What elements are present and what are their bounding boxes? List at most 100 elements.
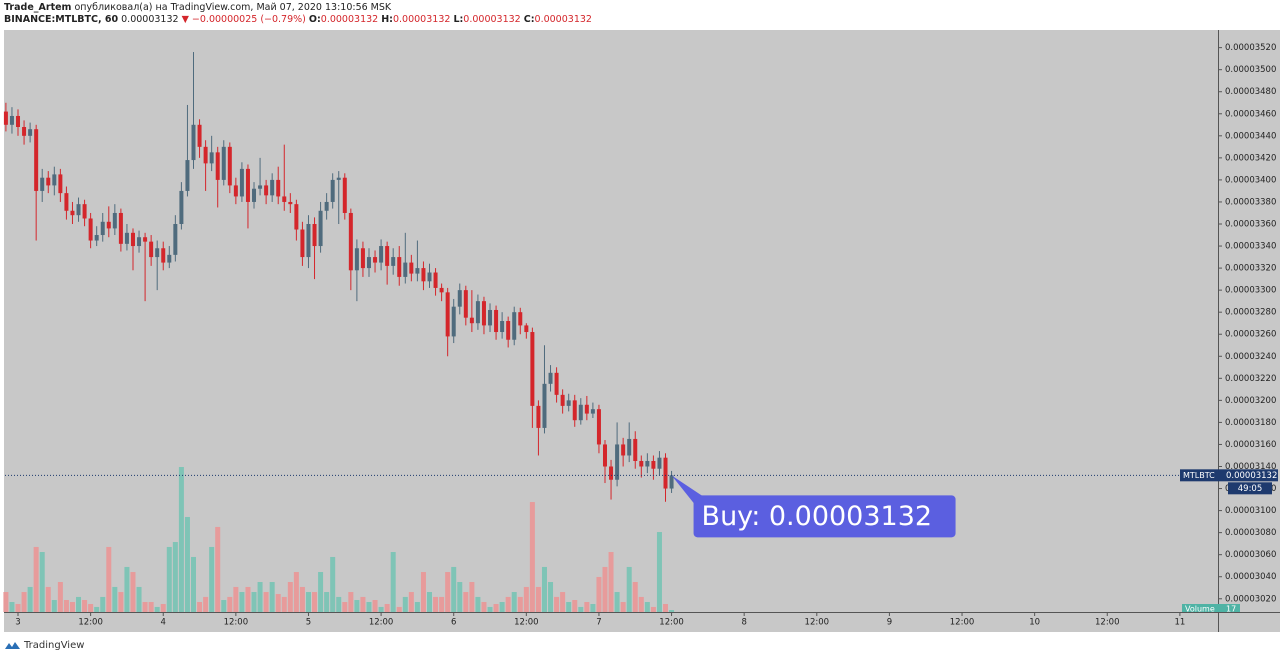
candle-body [645, 460, 650, 467]
candle-body [191, 124, 196, 161]
volume-bar [305, 592, 311, 612]
candle-body [500, 321, 505, 333]
volume-bar [233, 586, 239, 612]
candle-body [221, 146, 226, 180]
volume-bar [172, 542, 178, 612]
volume-bar [414, 602, 420, 612]
x-tick-label: 6 [451, 618, 456, 628]
candle-body [324, 201, 329, 211]
volume-bar [57, 582, 63, 612]
candle-body [494, 309, 499, 333]
volume-bar [269, 582, 275, 612]
volume-bar [402, 596, 408, 612]
candle-body [94, 235, 99, 241]
candle-body [258, 185, 263, 189]
candle-body [76, 204, 81, 216]
candle-body [173, 224, 178, 255]
candle-body [88, 218, 93, 241]
candle-body [512, 312, 517, 340]
price-label-value: 0.00003132 [1226, 471, 1277, 481]
candle-body [409, 262, 414, 274]
y-tick-label: 0.00003260 [1225, 330, 1276, 340]
candle-body [330, 179, 335, 202]
volume-bar [560, 592, 566, 612]
ohlc-label: L: [453, 14, 464, 25]
volume-bar [420, 572, 426, 612]
volume-label-box [1182, 604, 1240, 612]
volume-bar [439, 596, 445, 612]
volume-bar [100, 596, 106, 612]
x-tick-label: 12:00 [369, 618, 394, 628]
x-tick-label: 12:00 [1095, 618, 1120, 628]
y-tick-label: 0.00003040 [1225, 572, 1276, 582]
volume-bar [384, 604, 390, 612]
x-tick-label: 12:00 [659, 618, 684, 628]
candle-body [288, 201, 293, 205]
y-tick-label: 0.00003340 [1225, 242, 1276, 252]
volume-bar [3, 592, 9, 612]
volume-bar [227, 596, 233, 612]
volume-bar [463, 592, 469, 612]
countdown: 49:05 [1238, 484, 1263, 494]
candle-body [366, 257, 371, 269]
last-price: 0.00003132 [121, 14, 179, 25]
volume-bar [596, 576, 602, 612]
candle-body [391, 257, 396, 266]
candle-body [578, 404, 583, 421]
candle-body [506, 321, 511, 340]
candle-body [16, 115, 21, 127]
volume-bar [493, 604, 499, 612]
candle-body [427, 272, 432, 282]
x-tick-label: 12:00 [514, 618, 539, 628]
candle-body [342, 177, 347, 213]
candle-body [155, 248, 160, 258]
candle-body [34, 129, 39, 191]
volume-bar [166, 546, 172, 612]
volume-bar [184, 516, 190, 612]
volume-bar [124, 566, 130, 612]
candle-body [657, 457, 662, 469]
candle-body [28, 129, 33, 136]
volume-bar [656, 532, 662, 612]
candle-body [572, 400, 577, 421]
volume-value: 17 [1226, 605, 1236, 614]
candle-body [82, 204, 87, 219]
y-tick-label: 0.00003420 [1225, 153, 1276, 163]
candle-body [215, 152, 220, 180]
volume-bar [572, 600, 578, 612]
candle-body [373, 257, 378, 263]
candle-body [276, 179, 281, 197]
volume-bar [523, 586, 529, 612]
volume-bar [632, 582, 638, 612]
volume-bar [451, 566, 457, 612]
ohlc-value: 0.00003132 [320, 14, 379, 25]
candle-body [348, 212, 353, 271]
symbol-line: BINANCE:MTLBTC, 60 0.00003132 ▼ −0.00000… [4, 14, 592, 26]
candle-body [554, 372, 559, 395]
volume-bar [154, 606, 160, 612]
volume-bar [203, 596, 209, 612]
ohlc-label: H: [381, 14, 393, 25]
candle-body [548, 372, 553, 384]
candle-body [294, 204, 299, 230]
candle-body [100, 221, 105, 236]
candle-body [621, 444, 626, 456]
candle-body [379, 246, 384, 263]
volume-bar [191, 556, 197, 612]
volume-bar [324, 592, 330, 612]
y-tick-label: 0.00003320 [1225, 264, 1276, 274]
volume-bar [396, 606, 402, 612]
volume-label: Volume [1185, 605, 1215, 614]
candle-body [457, 290, 462, 307]
volume-bar [505, 596, 511, 612]
candle-body [149, 241, 154, 258]
volume-bar [27, 586, 33, 612]
candle-body [270, 179, 275, 196]
candle-body [560, 394, 565, 406]
volume-bar [63, 600, 69, 612]
volume-bar [76, 596, 82, 612]
price-label-box [1180, 469, 1278, 482]
candle-body [227, 146, 232, 186]
candle-body [524, 325, 529, 333]
